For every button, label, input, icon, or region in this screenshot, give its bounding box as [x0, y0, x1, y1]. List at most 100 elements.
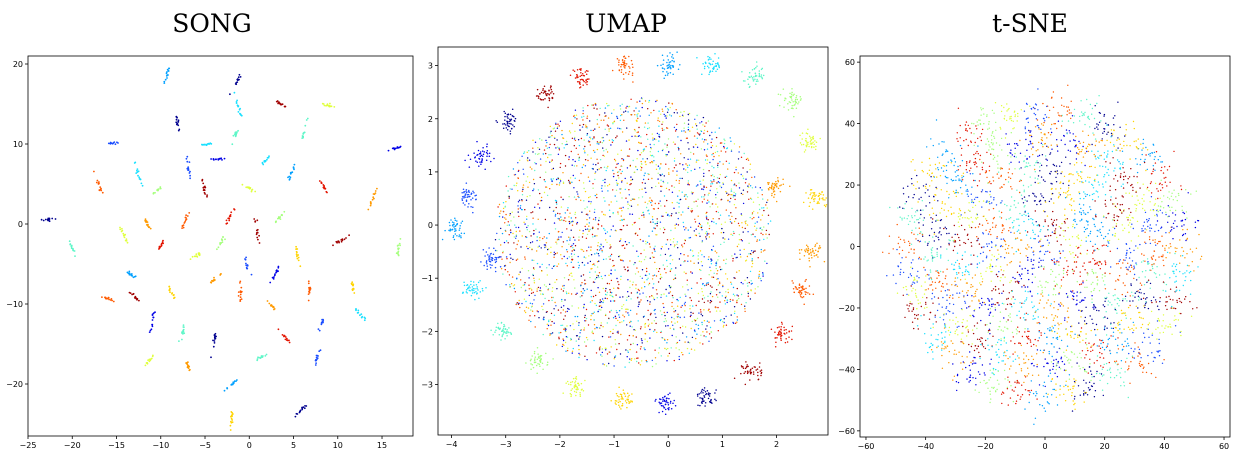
- scatter-point: [719, 214, 722, 216]
- scatter-point: [1012, 276, 1014, 279]
- scatter-point: [574, 109, 577, 111]
- scatter-point: [1083, 262, 1085, 264]
- scatter-point: [633, 110, 635, 112]
- scatter-point: [716, 177, 719, 179]
- scatter-point: [615, 400, 618, 402]
- scatter-point: [677, 146, 679, 149]
- scatter-point: [151, 323, 154, 326]
- scatter-point: [565, 350, 567, 352]
- scatter-point: [231, 143, 234, 146]
- scatter-point: [615, 317, 617, 320]
- scatter-point: [756, 368, 759, 370]
- scatter-point: [512, 258, 514, 261]
- scatter-point: [597, 310, 599, 313]
- scatter-point: [565, 336, 568, 338]
- scatter-point: [710, 399, 712, 402]
- scatter-point: [495, 329, 497, 331]
- scatter-point: [1015, 237, 1017, 240]
- scatter-point: [534, 358, 536, 360]
- scatter-point: [509, 284, 511, 286]
- scatter-point: [521, 194, 524, 196]
- scatter-point: [676, 112, 678, 114]
- scatter-point: [135, 172, 138, 175]
- scatter-point: [571, 388, 574, 390]
- scatter-point: [623, 218, 625, 221]
- scatter-point: [465, 188, 468, 191]
- scatter-point: [621, 131, 624, 133]
- scatter-point: [644, 326, 646, 328]
- scatter-point: [679, 198, 682, 201]
- scatter-point: [509, 119, 512, 122]
- scatter-point: [594, 151, 596, 153]
- scatter-point: [575, 340, 577, 342]
- scatter-point: [718, 218, 720, 220]
- scatter-point: [501, 232, 504, 235]
- scatter-point: [1032, 218, 1034, 221]
- scatter-point: [735, 185, 737, 187]
- scatter-point: [1031, 281, 1034, 284]
- scatter-point: [655, 363, 657, 365]
- scatter-point: [1021, 214, 1023, 217]
- scatter-point: [742, 366, 744, 368]
- scatter-point: [537, 97, 540, 99]
- scatter-point: [761, 76, 763, 79]
- x-tick-label: −5: [199, 441, 211, 450]
- scatter-point: [706, 232, 709, 235]
- scatter-point: [639, 328, 642, 330]
- scatter-point: [725, 295, 727, 297]
- scatter-point: [639, 293, 641, 295]
- scatter-point: [165, 72, 168, 75]
- scatter-point: [661, 405, 663, 407]
- scatter-point: [823, 260, 826, 263]
- scatter-point: [1051, 270, 1054, 273]
- scatter-point: [280, 214, 283, 217]
- scatter-point: [1070, 253, 1072, 255]
- scatter-point: [371, 198, 374, 201]
- scatter-point: [665, 187, 668, 190]
- scatter-point: [754, 74, 757, 77]
- scatter-point: [669, 52, 671, 54]
- scatter-point: [573, 187, 575, 189]
- scatter-point: [636, 131, 638, 134]
- scatter-point: [545, 139, 547, 142]
- scatter-point: [754, 222, 756, 224]
- scatter-point: [616, 311, 618, 314]
- scatter-point: [548, 232, 550, 235]
- scatter-point: [323, 104, 326, 107]
- scatter-point: [618, 406, 621, 408]
- scatter-point: [556, 203, 558, 205]
- scatter-point: [544, 90, 547, 93]
- scatter-point: [133, 162, 136, 164]
- scatter-point: [631, 178, 634, 181]
- scatter-point: [586, 339, 589, 341]
- scatter-point: [175, 115, 178, 118]
- scatter-point: [817, 250, 819, 252]
- scatter-point: [725, 175, 728, 178]
- scatter-point: [809, 143, 812, 145]
- scatter-point: [540, 91, 543, 94]
- scatter-point: [308, 289, 311, 291]
- scatter-point: [665, 348, 668, 351]
- scatter-point: [592, 281, 595, 283]
- scatter-point: [1024, 286, 1026, 288]
- scatter-point: [197, 253, 200, 256]
- scatter-point: [564, 217, 566, 219]
- scatter-point: [578, 144, 581, 147]
- scatter-point: [573, 145, 575, 147]
- scatter-point: [758, 72, 761, 75]
- scatter-point: [757, 196, 759, 199]
- scatter-point: [694, 320, 696, 322]
- scatter-point: [795, 96, 797, 99]
- scatter-point: [540, 196, 543, 199]
- scatter-point: [642, 316, 645, 318]
- scatter-point: [556, 279, 558, 281]
- scatter-point: [624, 57, 626, 59]
- scatter-point: [807, 292, 809, 294]
- scatter-point: [798, 287, 800, 289]
- scatter-point: [645, 191, 647, 194]
- scatter-point: [668, 397, 670, 400]
- scatter-point: [513, 287, 516, 290]
- scatter-point: [810, 251, 812, 253]
- scatter-point: [749, 85, 751, 88]
- scatter-point: [189, 258, 192, 260]
